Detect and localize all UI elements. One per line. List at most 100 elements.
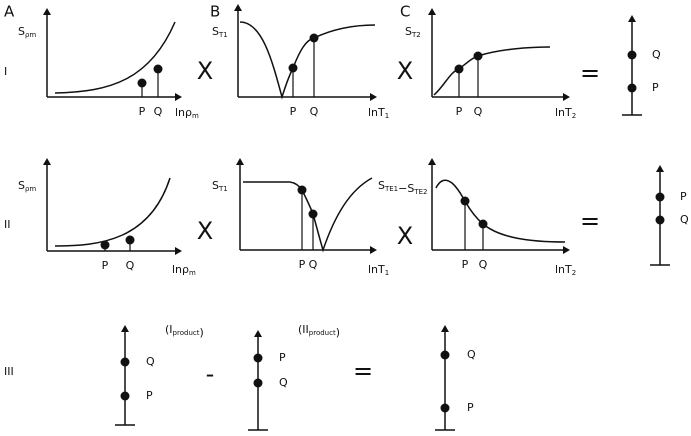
x-axis-label-sub: m [189,269,196,277]
y-axis-label-part: −S [398,182,414,195]
operator: X [197,217,213,245]
point-label: P [456,105,463,118]
arrowhead [254,330,262,337]
point [655,192,665,202]
y-axis-label-sub: TE2 [413,188,427,196]
point-label: Q [154,105,163,118]
y-axis-label-sub: TE1 [384,185,398,193]
point-label: Q [310,105,319,118]
y-axis-label: ST1 [212,179,228,193]
curve [433,46,551,96]
arrowhead [563,93,570,101]
point [478,219,488,229]
y-axis-label-part: S [18,25,25,38]
operator: = [580,59,600,87]
term-tag: (IIproduct) [298,323,340,339]
y-axis-label-part: S [18,179,25,192]
x-axis-label-sub: 1 [385,269,389,277]
operator: X [397,222,413,250]
y-axis-label-part: S [405,25,412,38]
arrowhead [370,246,377,254]
term-tag-part: (I [165,323,173,336]
arrowhead [563,246,570,254]
point [440,403,450,413]
arrowhead [43,158,51,165]
panel-label: A [4,3,15,21]
point [308,209,318,219]
arrowhead [428,8,436,15]
point-label: P [102,259,109,272]
x-axis-label: lnT1 [368,263,389,277]
y-axis-label-part: S [212,25,219,38]
x-axis-label-sub: m [192,112,199,120]
point [100,240,110,250]
operator: = [580,207,600,235]
point-label: P [680,190,687,203]
point-label: Q [309,258,318,271]
y-axis-label-part: S [378,179,385,192]
operator: X [397,57,413,85]
y-axis-label: ST2 [405,25,421,39]
x-axis-label-sub: 2 [572,269,576,277]
point [309,33,319,43]
x-axis-label-part: lnT [368,263,385,276]
y-axis-label: Sρm [18,179,36,193]
x-axis-label-part: lnT [368,106,385,119]
point [440,350,450,360]
point-label: P [146,389,153,402]
term-tag-sub: product [309,329,336,337]
y-axis-label-sub: T1 [218,185,228,193]
point [253,378,263,388]
arrowhead [441,325,449,332]
term-tag-part: ) [199,326,203,339]
x-axis-label-part: lnT [555,106,572,119]
point-label: P [299,258,306,271]
point-label: Q [652,48,661,61]
point-label: Q [146,355,155,368]
x-axis-label: lnT2 [555,263,576,277]
point-label: Q [467,348,476,361]
x-axis-label: lnT2 [555,106,576,120]
row-label: III [4,365,14,378]
y-axis-label: ST1 [212,25,228,39]
y-axis-label-sub: ρm [25,185,36,193]
term-tag-sub: product [173,329,200,337]
term-tag: (Iproduct) [165,323,204,339]
curve [54,177,171,247]
point [655,215,665,225]
panel-label: C [400,3,410,21]
x-axis-label-sub: 1 [385,112,389,120]
point [627,50,637,60]
x-axis-label-part: lnρ [175,106,192,119]
arrowhead [656,165,664,172]
point [288,63,298,73]
y-axis-label-sub: T2 [411,31,421,39]
arrowhead [175,93,182,101]
term-tag-part: ) [336,326,340,339]
point [125,235,135,245]
point-label: Q [126,259,135,272]
term-tag-part: (II [298,323,309,336]
x-axis-label-part: lnT [555,263,572,276]
operator: - [206,360,215,388]
operator: X [197,57,213,85]
y-axis-label-sub: ρm [25,31,36,39]
curve [239,21,376,100]
curve [243,177,373,253]
point [454,64,464,74]
x-axis-label: lnT1 [368,106,389,120]
arrowhead [175,247,182,255]
point-label: Q [479,258,488,271]
point [120,391,130,401]
point-label: Q [279,376,288,389]
point-label: Q [680,213,689,226]
point-label: P [279,351,286,364]
arrowhead [234,4,242,11]
operator: = [353,357,373,385]
point-label: P [467,401,474,414]
arrowhead [428,158,436,165]
point [460,196,470,206]
x-axis-label-part: lnρ [172,263,189,276]
point-label: Q [474,105,483,118]
point [627,83,637,93]
